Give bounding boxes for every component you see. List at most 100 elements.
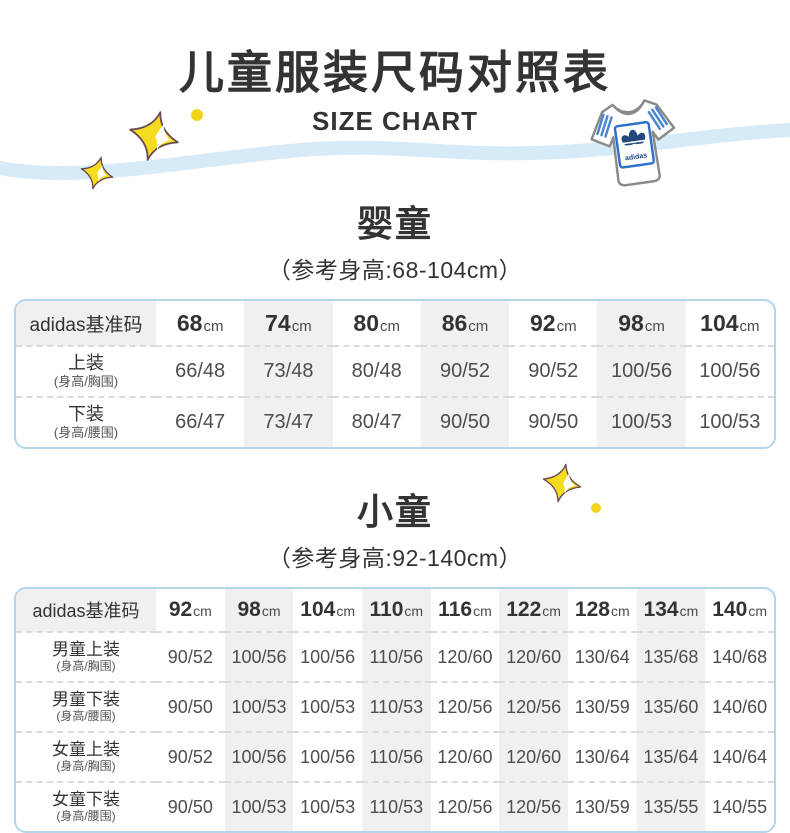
size-value-cell: 140/64 — [705, 731, 774, 782]
size-column-header: 68cm — [176, 309, 224, 336]
size-table: adidas基准码 68cm 74cm 80cm 86cm 92cm 98cm 104cm 上装… — [16, 301, 774, 447]
size-value-cell: 130/59 — [567, 781, 637, 831]
table-row: 女童上装 (身高/胸围) 90/52 100/56 100/56 110/56 120/60… — [16, 731, 774, 782]
size-value-cell: 130/64 — [567, 731, 637, 782]
size-value-cell: 100/53 — [224, 681, 294, 732]
table-row: 男童上装 (身高/胸围) 90/52 100/56 100/56 110/56 120/60… — [16, 631, 774, 682]
size-value-cell: 90/52 — [156, 631, 225, 682]
size-value-cell: 80/47 — [332, 396, 421, 447]
sparkle-icon — [129, 111, 179, 161]
kids-size-table: adidas基准码 92cm 98cm 104cm 110cm 116cm 122cm 128… — [14, 587, 776, 833]
table-row: 男童下装 (身高/腰围) 90/50 100/53 100/53 110/53 120/56… — [16, 681, 774, 732]
row-label: 上装 (身高/胸围) — [16, 345, 156, 397]
size-value-cell: 73/48 — [244, 345, 333, 397]
table-row: 上装 (身高/胸围) 66/48 73/48 80/48 90/52 90/52 100/56… — [16, 345, 774, 397]
size-value-cell: 100/56 — [293, 631, 362, 682]
size-value-cell: 80/48 — [332, 345, 421, 397]
section-infant: 婴童 （参考身高:68-104cm） adidas基准码 68cm 74cm 80cm… — [0, 195, 790, 449]
table-header-row: adidas基准码 68cm 74cm 80cm 86cm 92cm 98cm 104cm — [16, 301, 774, 346]
section-subtitle-infant: （参考身高:68-104cm） — [267, 257, 523, 283]
section-subtitle-kids: （参考身高:92-140cm） — [267, 545, 523, 571]
size-value-cell: 73/47 — [244, 396, 333, 447]
size-column-header: 122cm — [499, 589, 568, 632]
size-column-header: 92cm — [168, 598, 212, 621]
wave-decoration — [0, 123, 790, 181]
size-table: adidas基准码 92cm 98cm 104cm 110cm 116cm 122cm 128… — [16, 589, 774, 831]
tshirt-logo-text: adidas — [624, 151, 647, 162]
infant-size-table: adidas基准码 68cm 74cm 80cm 86cm 92cm 98cm 104cm 上装… — [14, 299, 776, 449]
size-value-cell: 130/64 — [567, 631, 637, 682]
size-column-header: 104cm — [300, 598, 355, 621]
dot-decoration — [591, 503, 601, 513]
size-value-cell: 100/53 — [224, 781, 294, 831]
size-value-cell: 110/56 — [361, 731, 431, 782]
size-value-cell: 90/52 — [420, 345, 510, 397]
size-value-cell: 140/60 — [705, 681, 774, 732]
size-column-header: 80cm — [353, 309, 400, 336]
page-title: 儿童服装尺码对照表 — [178, 47, 611, 98]
size-value-cell: 140/68 — [705, 631, 774, 682]
row-sublabel: (身高/腰围) — [53, 424, 119, 440]
section-title-kids: 小童 — [356, 491, 433, 532]
size-value-cell: 120/60 — [499, 631, 568, 682]
size-value-cell: 120/56 — [499, 681, 568, 732]
size-value-cell: 110/53 — [361, 781, 431, 831]
sparkle-icon — [80, 156, 114, 190]
size-value-cell: 100/53 — [597, 396, 686, 447]
size-value-cell: 90/50 — [156, 681, 225, 732]
size-value-cell: 135/68 — [636, 631, 706, 682]
size-value-cell: 120/60 — [499, 731, 568, 782]
size-value-cell: 66/48 — [156, 345, 245, 397]
row-sublabel: (身高/腰围) — [56, 709, 116, 724]
size-value-cell: 100/56 — [685, 345, 774, 397]
size-value-cell: 66/47 — [156, 396, 245, 447]
size-value-cell: 100/53 — [293, 781, 362, 831]
row-label: 女童下装 (身高/腰围) — [16, 781, 156, 831]
row-sublabel: (身高/胸围) — [56, 659, 116, 674]
corner-label: adidas基准码 — [16, 301, 156, 346]
size-value-cell: 100/56 — [224, 731, 294, 782]
size-value-cell: 135/55 — [636, 781, 706, 831]
size-column-header: 74cm — [244, 301, 333, 346]
size-value-cell: 130/59 — [567, 681, 637, 732]
size-value-cell: 90/50 — [420, 396, 510, 447]
size-column-header: 98cm — [597, 301, 686, 346]
table-row: 下装 (身高/腰围) 66/47 73/47 80/47 90/50 90/50 100/53… — [16, 396, 774, 447]
size-value-cell: 120/56 — [430, 781, 500, 831]
page-header: 儿童服装尺码对照表 SIZE CHART — [0, 0, 790, 137]
tshirt-icon: adidas — [590, 99, 676, 187]
size-column-header: 98cm — [224, 589, 294, 632]
size-column-header: 110cm — [361, 589, 431, 632]
size-value-cell: 100/53 — [293, 681, 362, 732]
size-column-header: 140cm — [712, 598, 767, 621]
size-value-cell: 135/64 — [636, 731, 706, 782]
size-value-cell: 120/56 — [499, 781, 568, 831]
size-value-cell: 140/55 — [705, 781, 774, 831]
size-value-cell: 90/52 — [156, 731, 225, 782]
row-label: 男童上装 (身高/胸围) — [16, 631, 156, 682]
section-title-infant: 婴童 — [356, 203, 433, 244]
size-value-cell: 90/50 — [156, 781, 225, 831]
table-header-row: adidas基准码 92cm 98cm 104cm 110cm 116cm 122cm 128… — [16, 589, 774, 632]
row-label: 下装 (身高/腰围) — [16, 396, 156, 447]
dot-decoration — [191, 109, 203, 121]
size-value-cell: 90/50 — [509, 396, 598, 447]
sparkle-icon — [542, 463, 582, 503]
row-sublabel: (身高/胸围) — [56, 759, 116, 774]
size-column-header: 92cm — [529, 309, 577, 336]
size-value-cell: 135/60 — [636, 681, 706, 732]
size-column-header: 104cm — [700, 309, 760, 336]
size-value-cell: 90/52 — [509, 345, 598, 397]
size-column-header: 116cm — [438, 598, 492, 621]
size-value-cell: 120/60 — [430, 631, 500, 682]
size-value-cell: 110/56 — [361, 631, 431, 682]
size-value-cell: 100/56 — [597, 345, 686, 397]
size-column-header: 128cm — [574, 598, 630, 621]
size-value-cell: 100/56 — [224, 631, 294, 682]
size-value-cell: 100/56 — [293, 731, 362, 782]
row-label: 女童上装 (身高/胸围) — [16, 731, 156, 782]
corner-label: adidas基准码 — [16, 589, 156, 632]
size-value-cell: 120/56 — [430, 681, 500, 732]
row-label: 男童下装 (身高/腰围) — [16, 681, 156, 732]
size-column-header: 86cm — [420, 301, 510, 346]
